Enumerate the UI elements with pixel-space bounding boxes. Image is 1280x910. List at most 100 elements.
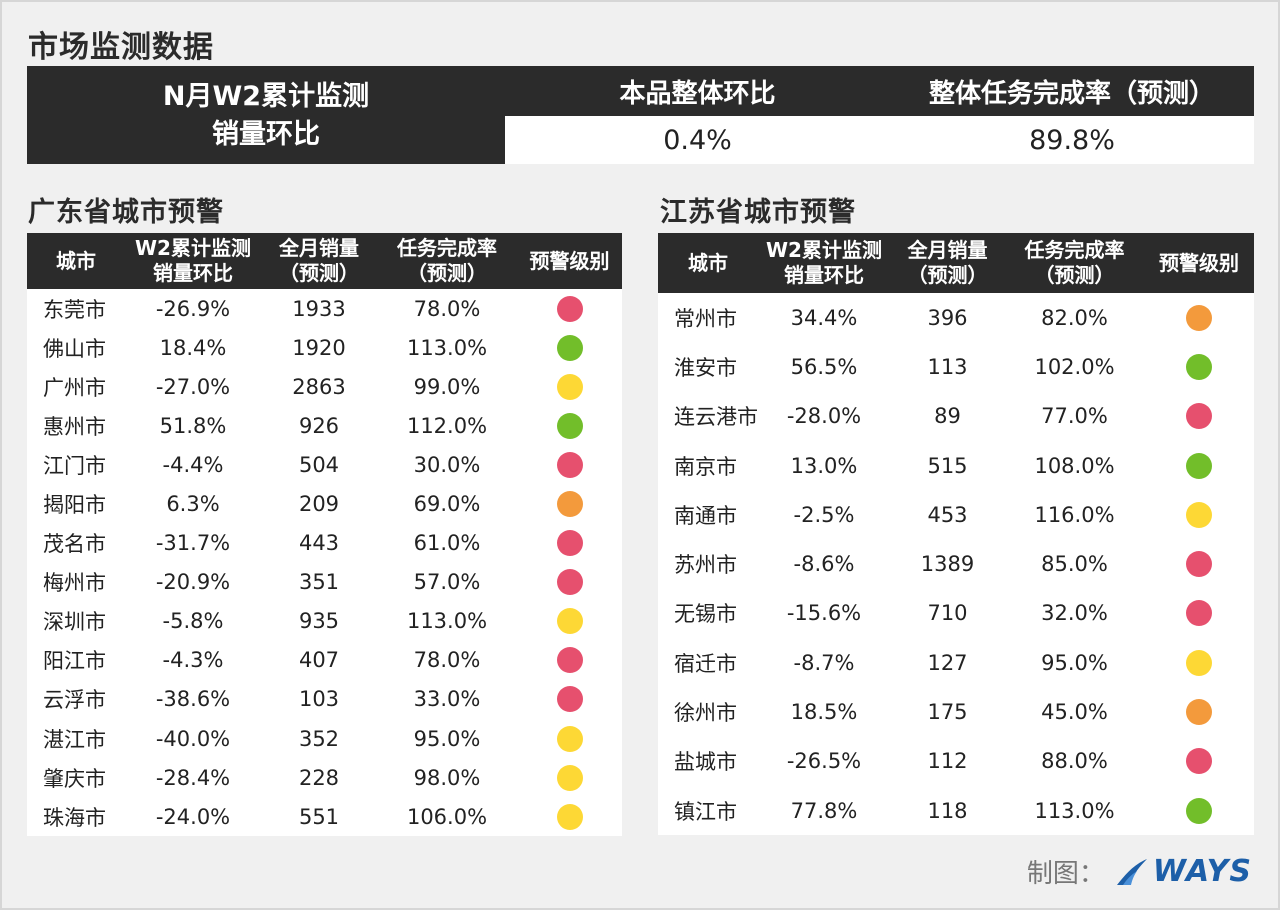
cell-ratio: -5.8% [162,609,224,634]
cell-rate: 69.0% [413,492,481,517]
summary-header-overall-ratio: 本品整体环比 [619,78,776,109]
warning-level-red-dot [556,451,583,478]
cell-sales: 175 [927,700,968,725]
cell-city: 肇庆市 [43,766,106,791]
cell-level [517,406,622,445]
cell-sales: 453 [927,502,968,527]
table-row: 东莞市 -26.9% 1933 78.0% [27,289,622,328]
cell-city: 东莞市 [43,297,106,322]
cell-level [517,524,622,563]
summary-banner: N月W2累计监测 销量环比 本品整体环比 整体任务完成率（预测） 0.4% 89… [27,66,1254,164]
table-row: 常州市 34.4% 396 82.0% [658,293,1254,342]
cell-ratio: -20.9% [155,570,231,595]
cell-sales: 515 [927,453,968,478]
cell-ratio: -40.0% [155,726,231,751]
cell-city: 湛江市 [43,727,106,752]
cell-rate: 78.0% [413,648,481,673]
cell-city: 宿迁市 [674,651,737,676]
cell-level [517,289,622,328]
table-row: 深圳市 -5.8% 935 113.0% [27,602,622,641]
table-row: 云浮市 -38.6% 103 33.0% [27,680,622,719]
cell-level [517,484,622,523]
cell-sales: 926 [298,413,340,438]
ways-swoosh-icon [1116,858,1147,885]
table-row: 佛山市 18.4% 1920 113.0% [27,328,622,367]
warning-level-yellow-dot [556,764,583,791]
cell-level [1144,737,1254,786]
table-row: 苏州市 -8.6% 1389 85.0% [658,539,1254,588]
table-row: 梅州市 -20.9% 351 57.0% [27,563,622,602]
warning-level-orange-dot [1186,304,1212,331]
table-row: 南通市 -2.5% 453 116.0% [658,490,1254,539]
cell-city: 苏州市 [674,553,737,578]
cell-sales: 1389 [920,552,975,577]
cell-city: 连云港市 [674,405,758,430]
warning-level-red-dot [556,686,583,713]
cell-ratio: 56.5% [790,354,858,379]
column-header: 城市 [56,248,96,273]
cell-sales: 209 [298,492,340,517]
column-header: W2累计监测 销量环比 [135,236,251,285]
jiangsu-table-header: 城市 W2累计监测 销量环比 全月销量 （预测） 任务完成率 （预测） 预警级别 [658,233,1254,293]
cell-ratio: -8.7% [793,650,855,675]
cell-city: 广州市 [43,375,106,400]
cell-ratio: 18.5% [790,700,858,725]
cell-city: 茂名市 [43,532,106,557]
cell-city: 盐城市 [674,750,737,775]
summary-header-task-rate: 整体任务完成率（预测） [928,78,1215,109]
cell-rate: 113.0% [406,609,488,634]
cell-rate: 95.0% [1041,650,1108,675]
cell-level [517,680,622,719]
warning-level-red-dot [1186,748,1212,775]
cell-city: 云浮市 [43,688,106,713]
cell-level [517,758,622,797]
cell-ratio: 77.8% [790,798,858,823]
cell-sales: 504 [298,452,340,477]
table-row: 肇庆市 -28.4% 228 98.0% [27,758,622,797]
table-row: 茂名市 -31.7% 443 61.0% [27,524,622,563]
cell-ratio: 6.3% [166,492,220,517]
cell-city: 南京市 [674,454,737,479]
cell-level [517,328,622,367]
cell-rate: 33.0% [413,687,481,712]
cell-ratio: 34.4% [790,305,858,330]
warning-level-red-dot [1186,403,1212,430]
cell-rate: 116.0% [1034,502,1115,527]
warning-level-red-dot [1186,551,1212,578]
cell-sales: 396 [927,305,968,330]
table-row: 揭阳市 6.3% 209 69.0% [27,484,622,523]
warning-level-green-dot [1186,797,1212,824]
warning-level-yellow-dot [1186,649,1212,676]
cell-rate: 112.0% [406,413,488,438]
cell-ratio: -4.3% [162,648,224,673]
cell-city: 佛山市 [43,336,106,361]
cell-sales: 2863 [292,374,346,399]
cell-city: 珠海市 [43,805,106,830]
ways-logo-text: WAYS [1152,854,1252,889]
cell-rate: 82.0% [1041,305,1108,330]
cell-sales: 407 [298,648,340,673]
guangdong-section-title: 广东省城市预警 [28,197,224,228]
cell-city: 惠州市 [43,414,106,439]
warning-level-yellow-dot [556,608,583,635]
warning-level-orange-dot [1186,699,1212,726]
cell-level [1144,589,1254,638]
cell-rate: 108.0% [1034,453,1115,478]
cell-rate: 32.0% [1041,601,1108,626]
cell-sales: 127 [927,650,968,675]
page-title: 市场监测数据 [28,30,214,65]
cell-city: 无锡市 [674,602,737,627]
column-header: 城市 [688,250,728,275]
table-row: 珠海市 -24.0% 551 106.0% [27,797,622,836]
cell-level [517,719,622,758]
table-row: 徐州市 18.5% 175 45.0% [658,687,1254,736]
cell-rate: 99.0% [413,374,481,399]
warning-level-yellow-dot [1186,501,1212,528]
warning-level-green-dot [556,412,583,439]
warning-level-green-dot [1186,353,1212,380]
cell-city: 阳江市 [43,649,106,674]
cell-rate: 98.0% [413,765,481,790]
cell-rate: 88.0% [1041,749,1108,774]
cell-rate: 57.0% [413,570,481,595]
